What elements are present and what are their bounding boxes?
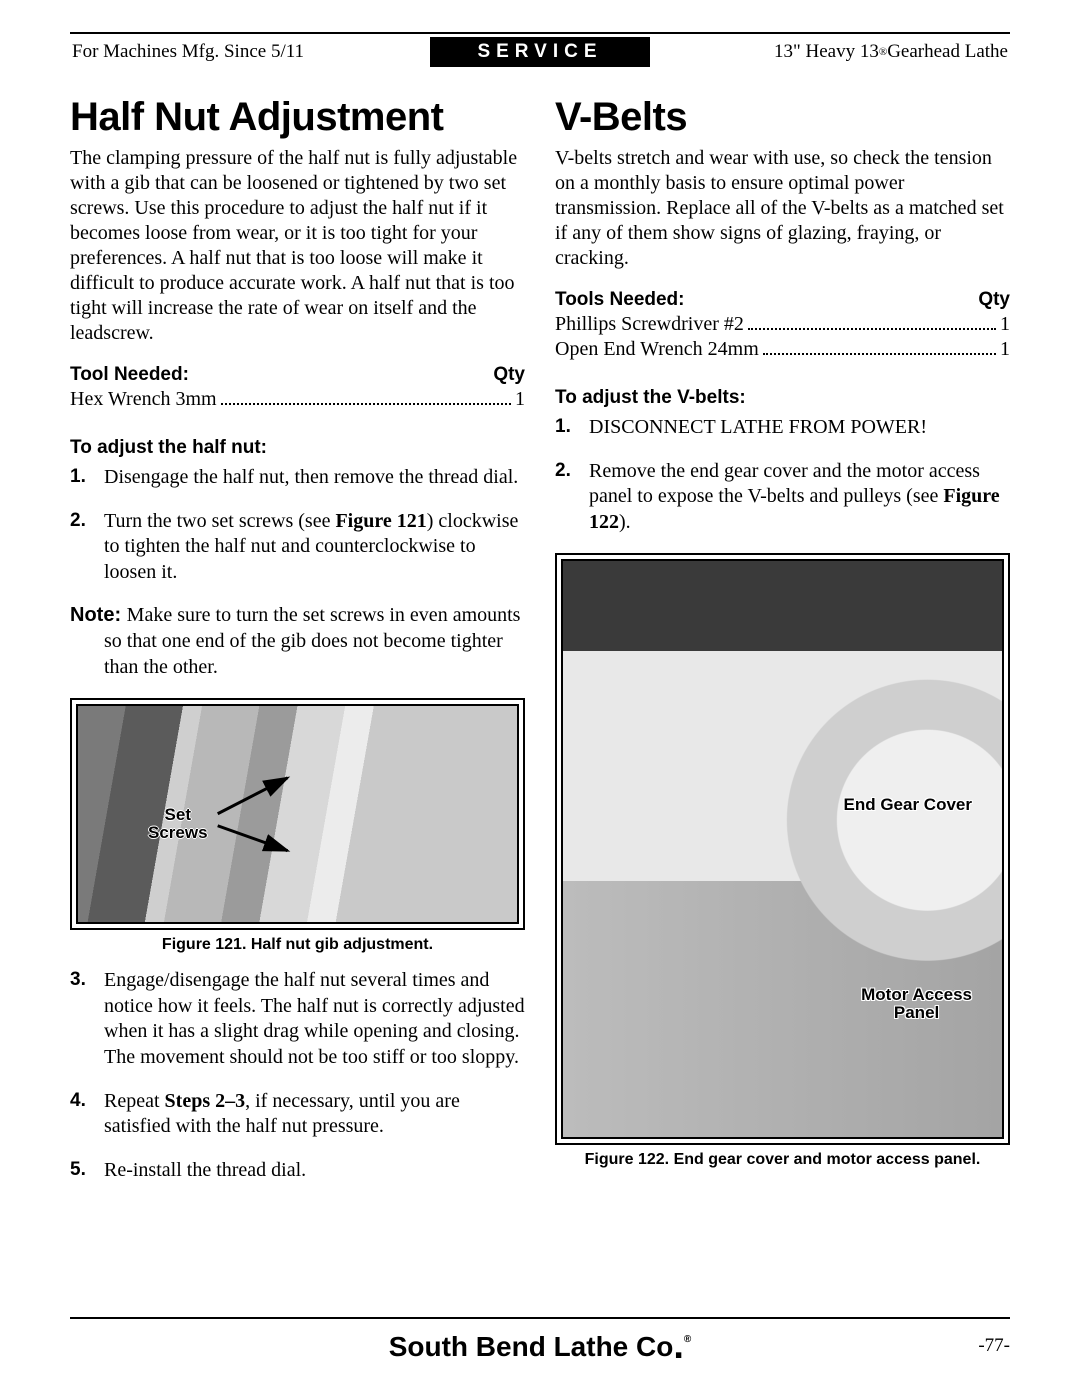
tool-qty: 1 (515, 388, 525, 411)
left-column: Half Nut Adjustment The clamping pressur… (70, 95, 525, 1201)
vbelts-title: V-Belts (555, 95, 1010, 140)
page-number: -77- (978, 1335, 1010, 1357)
tool-line: Open End Wrench 24mm 1 (555, 338, 1010, 361)
step-2-a: Turn the two set screws (see (104, 510, 335, 532)
adjust-vbelts-head: To adjust the V-belts: (555, 387, 1010, 409)
right-column: V-Belts V-belts stretch and wear with us… (555, 95, 1010, 1201)
footer-brand: South Bend Lathe Co.® (0, 1331, 1080, 1363)
tool-qty: 1 (1000, 338, 1010, 361)
figure-122-frame: End Gear Cover Motor Access Panel (555, 553, 1010, 1145)
figure-122-caption: Figure 122. End gear cover and motor acc… (555, 1151, 1010, 1169)
tool-line: Hex Wrench 3mm 1 (70, 388, 525, 411)
half-nut-steps-3-5: Engage/disengage the half nut several ti… (70, 968, 525, 1183)
figure-121-frame: Set Screws (70, 698, 525, 930)
leader-dots (748, 328, 996, 330)
vbelts-intro: V-belts stretch and wear with use, so ch… (555, 146, 1010, 271)
vbelts-steps: DISCONNECT LATHE FROM POWER! Remove the … (555, 415, 1010, 535)
footer-registered-icon: ® (684, 1334, 691, 1345)
half-nut-steps-1-2: Disengage the half nut, then remove the … (70, 465, 525, 585)
vbelt-step-2-b: ). (619, 511, 631, 533)
header-right: 13" Heavy 13® Gearhead Lathe (650, 37, 1010, 67)
header-row: For Machines Mfg. Since 5/11 SERVICE 13"… (70, 37, 1010, 67)
tools-needed-qty-label: Qty (978, 289, 1010, 311)
half-nut-intro: The clamping pressure of the half nut is… (70, 146, 525, 346)
footer-brand-dot-icon: . (673, 1325, 684, 1367)
header-left: For Machines Mfg. Since 5/11 (70, 37, 430, 67)
figure-121-caption: Figure 121. Half nut gib adjustment. (70, 936, 525, 954)
registered-mark-icon: ® (879, 46, 887, 58)
header-right-prefix: 13" Heavy 13 (774, 41, 879, 63)
step-1: Disengage the half nut, then remove the … (70, 465, 525, 491)
step-3: Engage/disengage the half nut several ti… (70, 968, 525, 1070)
tool-name: Open End Wrench 24mm (555, 338, 759, 361)
leader-dots (221, 403, 511, 405)
half-nut-title: Half Nut Adjustment (70, 95, 525, 140)
tools-needed-header: Tools Needed: Qty (555, 289, 1010, 311)
vbelt-step-1: DISCONNECT LATHE FROM POWER! (555, 415, 1010, 441)
tool-needed-header: Tool Needed: Qty (70, 364, 525, 386)
figure-122-label-2-l1: Motor Access (861, 985, 972, 1004)
top-rule (70, 32, 1010, 34)
step-4-a: Repeat (104, 1090, 165, 1112)
figure-122-label-2-l2: Panel (894, 1003, 939, 1022)
tool-qty: 1 (1000, 313, 1010, 336)
tool-name: Hex Wrench 3mm (70, 388, 217, 411)
figure-122-label-2: Motor Access Panel (861, 986, 972, 1022)
note-block: Note: Make sure to turn the set screws i… (70, 603, 525, 680)
figure-122-label-1: End Gear Cover (844, 796, 973, 814)
tool-name: Phillips Screwdriver #2 (555, 313, 744, 336)
tool-needed-label: Tool Needed: (70, 364, 189, 386)
vbelt-step-2: Remove the end gear cover and the motor … (555, 459, 1010, 536)
note-text: Make sure to turn the set screws in even… (104, 604, 520, 677)
leader-dots (763, 353, 996, 355)
note-label: Note: (70, 604, 127, 626)
vbelt-step-2-a: Remove the end gear cover and the motor … (589, 460, 980, 508)
step-2-figref: Figure 121 (335, 510, 426, 532)
tool-needed-qty-label: Qty (493, 364, 525, 386)
step-4: Repeat Steps 2–3, if necessary, until yo… (70, 1089, 525, 1140)
figure-121-image: Set Screws (76, 704, 519, 924)
step-4-bold: Steps 2–3 (165, 1090, 246, 1112)
header-right-suffix: Gearhead Lathe (887, 41, 1008, 63)
figure-121-arrows-icon (78, 706, 517, 924)
tools-needed-label: Tools Needed: (555, 289, 685, 311)
header-section-badge: SERVICE (430, 37, 650, 67)
two-column-layout: Half Nut Adjustment The clamping pressur… (70, 95, 1010, 1201)
bottom-rule (70, 1317, 1010, 1319)
tool-line: Phillips Screwdriver #2 1 (555, 313, 1010, 336)
footer-brand-text: South Bend Lathe Co (389, 1331, 674, 1362)
step-5: Re-install the thread dial. (70, 1158, 525, 1184)
step-2: Turn the two set screws (see Figure 121)… (70, 509, 525, 586)
figure-122-image: End Gear Cover Motor Access Panel (561, 559, 1004, 1139)
adjust-half-nut-head: To adjust the half nut: (70, 437, 525, 459)
